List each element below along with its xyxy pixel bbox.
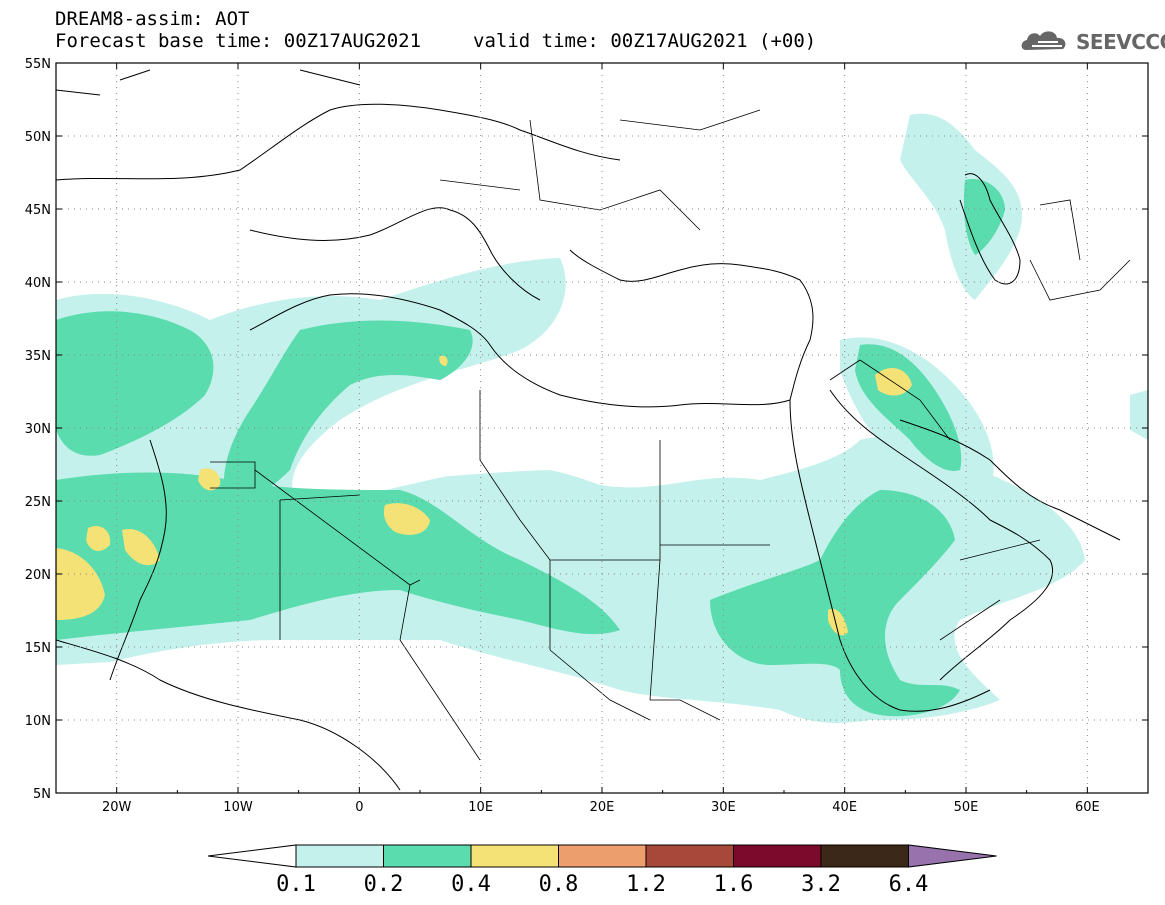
colorbar-label: 0.1 xyxy=(276,872,316,897)
colorbar-swatch xyxy=(470,844,559,868)
lat-tick-label: 55N xyxy=(25,57,51,72)
lat-tick-label: 20N xyxy=(25,568,51,583)
coastlines xyxy=(55,69,1121,791)
lat-tick-label: 35N xyxy=(25,349,51,364)
lon-tick-label: 10E xyxy=(468,800,493,815)
borders xyxy=(210,109,1131,761)
colorbar-max-arrow xyxy=(908,844,997,868)
colorbar-swatch xyxy=(558,844,647,868)
lon-tick-label: 10W xyxy=(223,800,253,815)
colorbar-label: 0.8 xyxy=(538,872,579,897)
valid-time: valid time: 00Z17AUG2021 (+00) xyxy=(473,30,817,52)
colorbar-swatch xyxy=(733,844,822,868)
colorbar-label: 3.2 xyxy=(801,872,841,897)
colorbar-min-arrow xyxy=(207,844,297,868)
lon-tick-label: 40E xyxy=(832,800,857,815)
colorbar-swatch xyxy=(645,844,734,868)
colorbar-swatch xyxy=(383,844,472,868)
lon-tick-label: 50E xyxy=(954,800,979,815)
colorbar-swatch xyxy=(295,844,384,868)
lat-tick-label: 30N xyxy=(25,422,51,437)
map-title: DREAM8-assim: AOT xyxy=(55,8,250,30)
lon-tick-label: 30E xyxy=(711,800,736,815)
time-info: Forecast base time: 00Z17AUG2021 valid ti… xyxy=(55,31,816,52)
colorbar-swatch xyxy=(820,844,909,868)
cloud-icon xyxy=(1021,31,1066,50)
colorbar-label: 0.4 xyxy=(451,872,491,897)
graticule xyxy=(56,63,1148,793)
colorbar xyxy=(207,844,997,868)
colorbar-label: 1.6 xyxy=(713,872,754,897)
lat-labels: 55N 50N 45N 40N 35N 30N 25N 20N 15N 10N 5N xyxy=(25,57,51,802)
lon-labels: 20W 10W 0 10E 20E 30E 40E 50E 60E xyxy=(102,800,1100,815)
lon-tick-label: 0 xyxy=(355,800,363,815)
lon-tick-label: 60E xyxy=(1075,800,1100,815)
lat-tick-label: 5N xyxy=(33,787,51,802)
lat-tick-label: 40N xyxy=(25,276,51,291)
colorbar-label: 1.2 xyxy=(626,872,666,897)
lat-tick-label: 45N xyxy=(25,203,51,218)
lat-tick-label: 10N xyxy=(25,714,51,729)
lat-tick-label: 50N xyxy=(25,130,51,145)
colorbar-label: 6.4 xyxy=(888,872,929,897)
lat-tick-label: 15N xyxy=(25,641,51,656)
logo-text: SEEVCCC xyxy=(1076,30,1165,54)
aot-field xyxy=(56,113,1148,723)
base-time: Forecast base time: 00Z17AUG2021 xyxy=(55,30,422,52)
lon-tick-label: 20E xyxy=(590,800,615,815)
lon-tick-label: 20W xyxy=(102,800,132,815)
axis-ticks xyxy=(55,62,1148,794)
lat-tick-label: 25N xyxy=(25,495,51,510)
colorbar-label: 0.2 xyxy=(363,872,404,897)
seevccc-logo: SEEVCCC xyxy=(1018,26,1165,56)
